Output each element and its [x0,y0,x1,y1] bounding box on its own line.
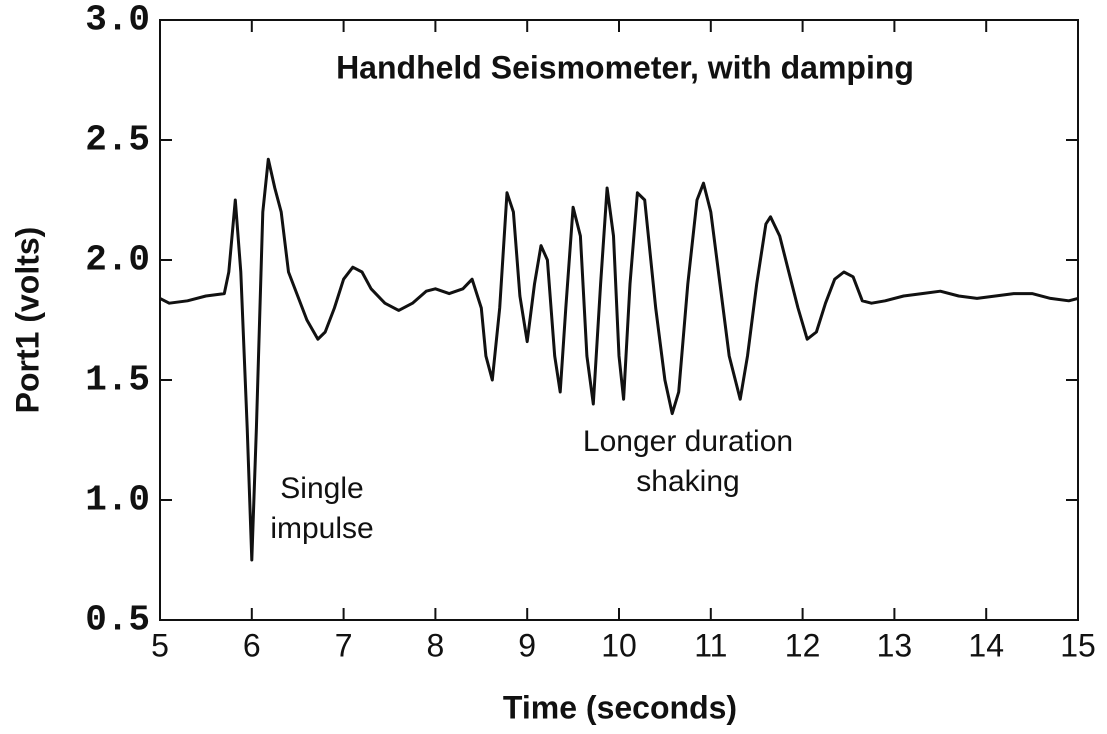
x-tick-label: 9 [518,627,536,663]
annotation: Single [280,472,363,505]
annotation: shaking [636,465,739,498]
annotation: impulse [270,512,373,545]
x-tick-label: 13 [877,627,913,663]
x-tick-label: 7 [335,627,353,663]
x-axis-label: Time (seconds) [503,689,737,725]
x-tick-label: 5 [151,627,169,663]
x-tick-label: 14 [968,627,1004,663]
x-tick-label: 8 [427,627,445,663]
y-tick-label: 3.0 [85,0,150,41]
chart-title: Handheld Seismometer, with damping [336,49,914,85]
annotation: Longer duration [583,425,793,458]
y-tick-label: 0.5 [85,600,150,641]
y-tick-label: 1.5 [85,360,150,401]
y-tick-label: 2.0 [85,240,150,281]
signal-line [159,157,1079,562]
x-tick-label: 10 [601,627,637,663]
y-tick-label: 1.0 [85,480,150,521]
x-tick-label: 11 [694,627,727,663]
x-tick-label: 15 [1060,627,1096,663]
x-tick-label: 12 [785,627,821,663]
y-axis-label: Port1 (volts) [9,227,45,414]
x-tick-label: 6 [243,627,261,663]
y-tick-label: 2.5 [85,120,150,161]
